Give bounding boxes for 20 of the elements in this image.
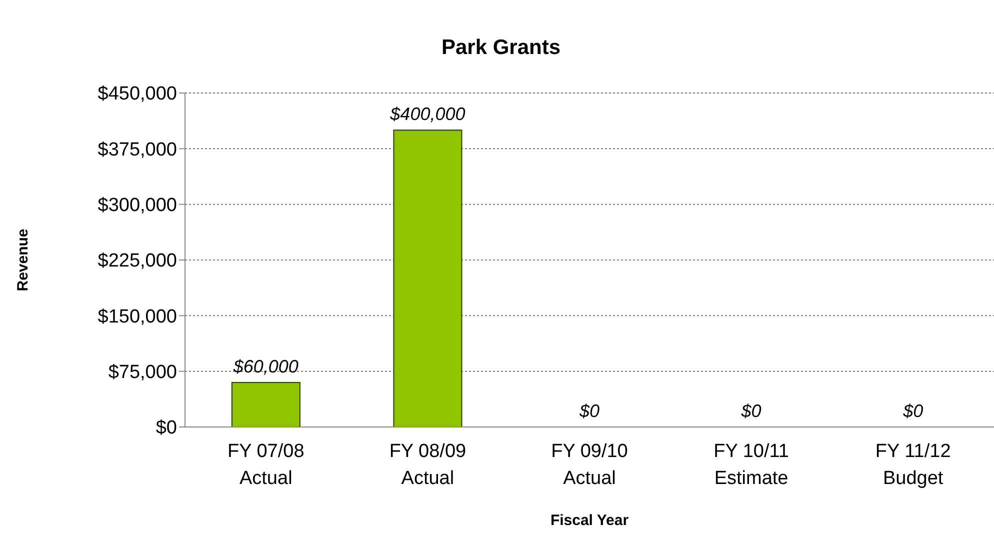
x-axis-title: Fiscal Year [550,512,629,529]
y-tick-label: $300,000 [98,195,177,216]
chart-title: Park Grants [440,35,562,61]
x-tick-label: FY 10/11 Estimate [714,441,789,489]
data-label: $400,000 [389,104,466,124]
y-tick-label: $450,000 [98,84,177,105]
y-tick-label: $0 [156,418,177,439]
y-tick-label: $150,000 [98,306,177,328]
data-label: $60,000 [232,356,298,376]
y-axis-title: Revenue [14,228,32,292]
y-tick-label: $225,000 [98,250,177,272]
data-label: $0 [578,401,600,421]
y-tick-label: $75,000 [108,362,177,384]
x-tick-label: FY 09/10 Actual [551,441,628,489]
x-tick-label: FY 07/08 Actual [228,441,304,489]
x-tick-label: FY 11/12 Budget [875,441,951,489]
data-label: $0 [902,401,924,421]
data-label: $0 [740,401,762,421]
x-tick-label: FY 08/09 Actual [389,441,466,489]
y-tick-label: $375,000 [98,139,177,160]
